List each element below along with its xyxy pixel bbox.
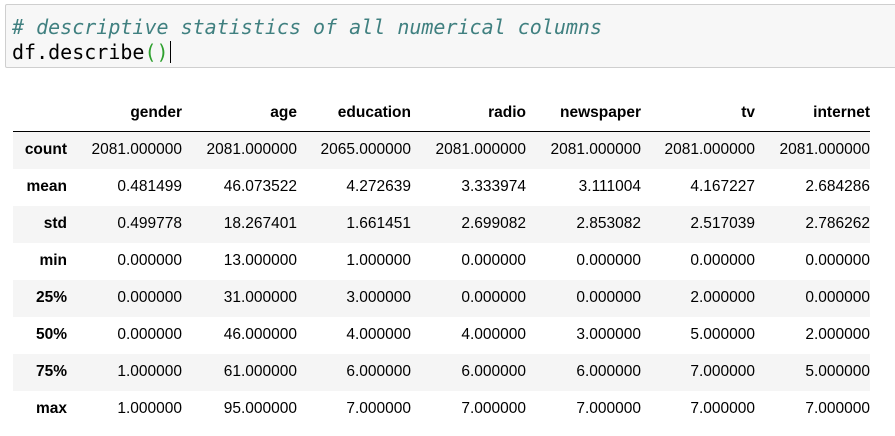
table-row: mean 0.481499 46.073522 4.272639 3.33397… xyxy=(13,169,871,206)
table-cell: 61.000000 xyxy=(223,363,297,380)
table-cell: 0.000000 xyxy=(805,252,870,269)
table-cell: 1.000000 xyxy=(346,252,411,269)
table-cell: 95.000000 xyxy=(223,400,297,417)
table-cell: 7.000000 xyxy=(461,400,526,417)
table-cell: 1.661451 xyxy=(346,215,411,232)
table-header-row: gender age education radio newspaper tv … xyxy=(13,94,870,132)
table-cell: 4.000000 xyxy=(461,326,526,343)
table-cell: 2.853082 xyxy=(576,215,641,232)
table-cell: 46.073522 xyxy=(223,178,297,195)
table-cell: 7.000000 xyxy=(576,400,641,417)
table-cell: 2081.000000 xyxy=(779,141,870,159)
table-row: 25% 0.000000 31.000000 3.000000 0.000000… xyxy=(13,279,870,317)
table-cell: 5.000000 xyxy=(690,326,755,343)
table-cell: 7.000000 xyxy=(690,400,755,417)
table-cell: 7.000000 xyxy=(805,400,870,417)
column-header: radio xyxy=(411,94,526,132)
table-cell: 0.000000 xyxy=(117,289,182,306)
table-cell: 2081.000000 xyxy=(435,141,526,159)
table-cell: 31.000000 xyxy=(223,289,297,306)
table-row: min 0.000000 13.000000 1.000000 0.000000… xyxy=(13,243,870,280)
table-cell: 2081.000000 xyxy=(91,141,182,159)
describe-output-table: gender age education radio newspaper tv … xyxy=(13,94,870,428)
table-cell: 2081.000000 xyxy=(206,141,297,159)
table-row: std 0.499778 18.267401 1.661451 2.699082… xyxy=(13,205,870,243)
column-header: newspaper xyxy=(526,94,641,132)
table-cell: 5.000000 xyxy=(805,363,870,380)
row-label: std xyxy=(43,215,67,232)
table-cell: 18.267401 xyxy=(223,215,297,232)
table-cell: 0.000000 xyxy=(805,289,870,306)
row-label: count xyxy=(24,141,67,159)
table-cell: 2.699082 xyxy=(461,215,526,232)
table-cell: 3.000000 xyxy=(346,289,411,306)
table-cell: 3.333974 xyxy=(461,178,526,195)
index-header xyxy=(13,94,67,132)
table-cell: 3.000000 xyxy=(576,326,641,343)
table-row: 75% 1.000000 61.000000 6.000000 6.000000… xyxy=(13,353,870,391)
row-label: 50% xyxy=(35,326,67,343)
column-header: tv xyxy=(641,94,755,132)
column-header: age xyxy=(182,94,297,132)
table-cell: 7.000000 xyxy=(690,363,755,380)
table-cell: 2.786262 xyxy=(805,215,870,232)
table-row: 50% 0.000000 46.000000 4.000000 4.000000… xyxy=(13,317,870,354)
table-cell: 3.111004 xyxy=(578,178,641,195)
code-comment: # descriptive statistics of all numerica… xyxy=(12,15,603,39)
table-cell: 4.167227 xyxy=(690,178,755,195)
table-cell: 2081.000000 xyxy=(550,141,641,159)
code-cell[interactable]: # descriptive statistics of all numerica… xyxy=(5,4,895,68)
code-paren-open: ( xyxy=(144,40,157,64)
column-header: internet xyxy=(755,94,870,132)
table-row: count 2081.000000 2081.000000 2065.00000… xyxy=(13,131,870,169)
table-cell: 6.000000 xyxy=(576,363,641,380)
table-cell: 1.000000 xyxy=(117,400,182,417)
table-cell: 0.499778 xyxy=(117,215,182,232)
row-label: 75% xyxy=(35,363,67,380)
table-cell: 0.000000 xyxy=(117,326,182,343)
table-row: max 1.000000 95.000000 7.000000 7.000000… xyxy=(13,391,870,428)
table-cell: 0.000000 xyxy=(576,289,641,306)
table-cell: 46.000000 xyxy=(223,326,297,343)
table-cell: 2.517039 xyxy=(690,215,755,232)
row-label: mean xyxy=(26,178,68,195)
code-function-call: df.describe xyxy=(12,40,145,64)
row-label: max xyxy=(35,400,67,417)
table-cell: 4.000000 xyxy=(346,326,411,343)
code-paren-close: ) xyxy=(156,40,169,64)
table-cell: 0.000000 xyxy=(690,252,755,269)
table-cell: 0.000000 xyxy=(461,289,526,306)
column-header: gender xyxy=(67,94,182,132)
table-cell: 13.000000 xyxy=(223,252,297,269)
table-cell: 2081.000000 xyxy=(664,141,755,159)
column-header: education xyxy=(297,94,411,132)
table-cell: 0.000000 xyxy=(117,252,182,269)
text-cursor xyxy=(169,41,171,63)
table-cell: 6.000000 xyxy=(461,363,526,380)
row-label: 25% xyxy=(35,289,67,306)
table-cell: 2.000000 xyxy=(805,326,870,343)
table-cell: 1.000000 xyxy=(117,363,182,380)
table-cell: 2.000000 xyxy=(690,289,755,306)
table-cell: 2065.000000 xyxy=(320,141,411,159)
table-cell: 4.272639 xyxy=(346,178,411,195)
table-cell: 0.481499 xyxy=(117,178,182,195)
table-cell: 0.000000 xyxy=(576,252,641,269)
table-cell: 0.000000 xyxy=(461,252,526,269)
table-cell: 6.000000 xyxy=(346,363,411,380)
table-cell: 2.684286 xyxy=(805,178,870,195)
table-cell: 7.000000 xyxy=(346,400,411,417)
code-line[interactable]: df.describe() xyxy=(12,40,171,64)
row-label: min xyxy=(39,252,67,269)
